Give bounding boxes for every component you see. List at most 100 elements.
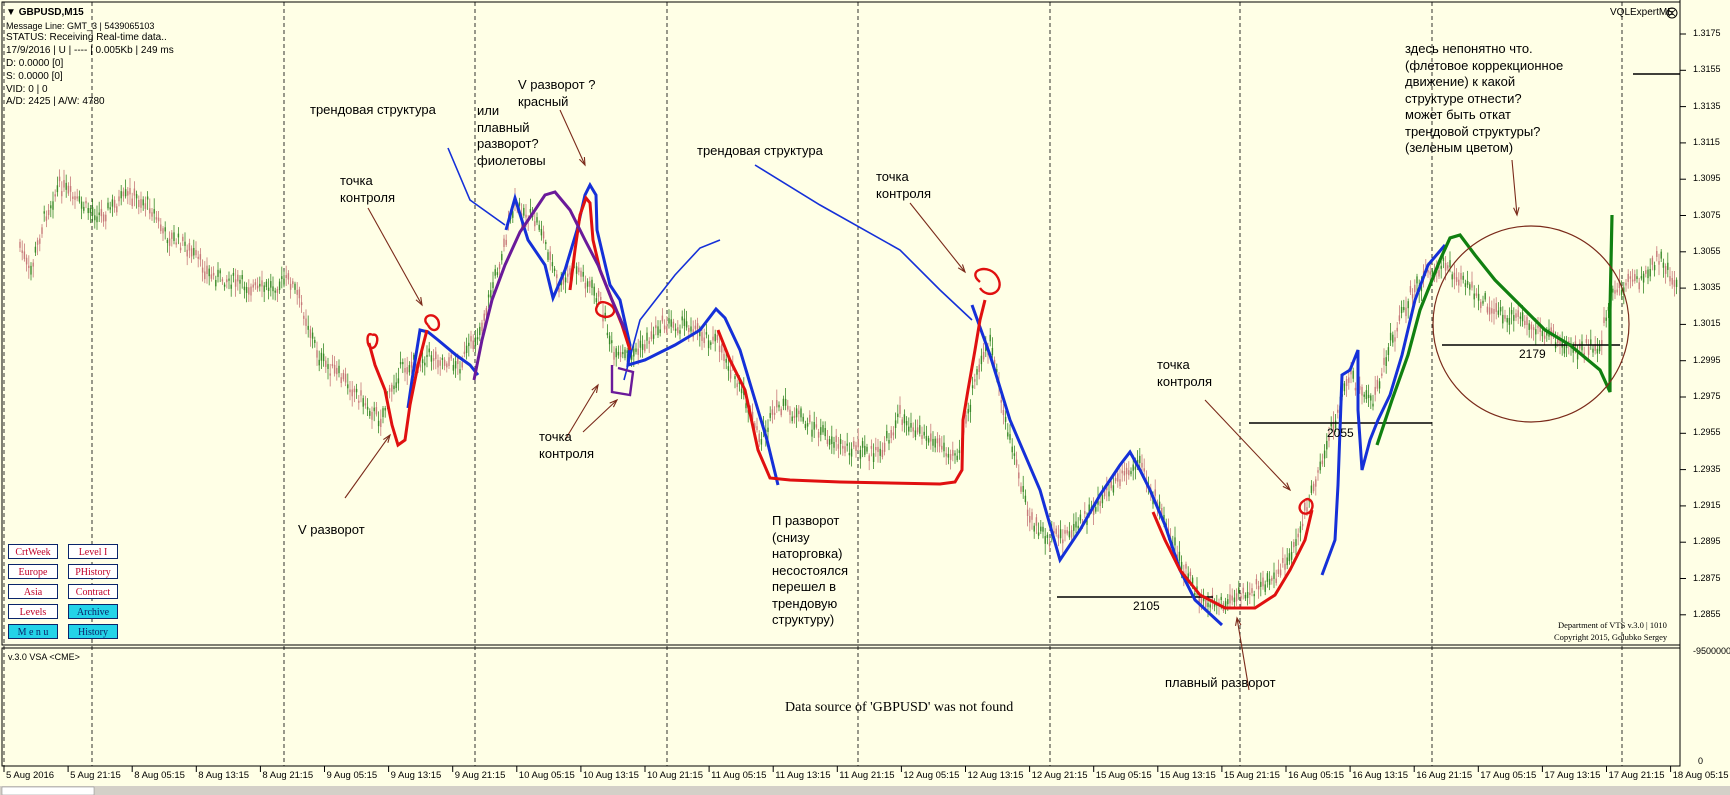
x-tick-label: 15 Aug 05:15	[1095, 770, 1152, 781]
x-tick-label: 12 Aug 21:15	[1031, 770, 1088, 781]
y-tick-label: 1.3115	[1693, 136, 1720, 147]
level-label-2179: 2179	[1519, 347, 1546, 361]
blue-thin-3	[754, 164, 973, 321]
blue-trend-2	[504, 181, 780, 486]
y-tick-label: 1.3075	[1693, 209, 1721, 220]
europe-button[interactable]: Europe	[8, 564, 58, 579]
red-ctrl-3	[595, 300, 616, 319]
candlesticks	[19, 169, 1678, 618]
y-tick-label: 1.2935	[1693, 463, 1721, 474]
y-tick-label: 1.2895	[1693, 536, 1721, 547]
blue-thin-2	[623, 239, 721, 381]
period-separators	[3, 2, 1623, 766]
crtweek-button[interactable]: CrtWeek	[8, 544, 58, 559]
annotation-trend-structure-1: трендовая структура	[310, 102, 436, 117]
annotation-arrows	[344, 109, 1520, 691]
x-tick-label: 5 Aug 21:15	[70, 770, 121, 781]
x-tick-label: 16 Aug 21:15	[1416, 770, 1473, 781]
level-i-button[interactable]: Level I	[68, 544, 118, 559]
history-button[interactable]: History	[68, 624, 118, 639]
y-tick-label: 1.2995	[1693, 354, 1721, 365]
x-tick-label: 12 Aug 13:15	[967, 770, 1024, 781]
annotation-control-point-2: точка контроля	[539, 429, 594, 461]
x-tick-label: 10 Aug 05:15	[518, 770, 575, 781]
x-tick-label: 8 Aug 21:15	[262, 770, 314, 781]
x-tick-label: 9 Aug 21:15	[454, 770, 506, 781]
annotation-v-reversal-question: V разворот ? красный	[518, 77, 596, 109]
levels-button[interactable]: Levels	[8, 604, 58, 619]
y-tick-label: 1.3095	[1693, 173, 1721, 184]
menu-button[interactable]: M e n u	[8, 624, 58, 639]
annotation-smooth-reversal: плавный разворот	[1165, 675, 1276, 690]
blue-thin-1	[447, 147, 506, 226]
close-icon[interactable]	[1666, 7, 1678, 19]
x-tick-label: 10 Aug 21:15	[647, 770, 703, 781]
ad-line: A/D: 2425 | A/W: 4780	[6, 96, 105, 107]
purple-smooth	[472, 190, 627, 381]
asia-button[interactable]: Asia	[8, 584, 58, 599]
y-tick-label: 1.3055	[1693, 245, 1721, 256]
red-smooth-reversal	[1151, 509, 1314, 610]
level-label-2105: 2105	[1133, 599, 1160, 613]
annotation-green-note: здесь непонятно что. (флетовое коррекцио…	[1405, 41, 1564, 155]
contract-button[interactable]: Contract	[68, 584, 118, 599]
y-tick-label: 1.2875	[1693, 572, 1721, 583]
x-tick-label: 15 Aug 21:15	[1223, 770, 1280, 781]
copyright-line-2: Copyright 2015, Golubko Sergey	[1554, 632, 1668, 642]
y-tick-label: 1.3175	[1693, 28, 1721, 38]
red-v-reversal	[367, 329, 429, 448]
x-tick-label: 17 Aug 21:15	[1608, 770, 1665, 781]
annotation-trend-structure-2: трендовая структура	[697, 143, 823, 158]
red-ctrl-1	[366, 332, 379, 350]
blue-trend-3	[970, 304, 1224, 627]
flat-circle	[1432, 225, 1630, 423]
x-tick-label: 18 Aug 05:15	[1672, 770, 1729, 781]
annotation-control-point-3: точка контроля	[876, 169, 931, 201]
phistory-button[interactable]: PHistory	[68, 564, 118, 579]
x-tick-label: 11 Aug 13:15	[775, 770, 831, 781]
y-tick-label: 1.2975	[1693, 391, 1721, 401]
annotation-control-point-1: точка контроля	[340, 173, 395, 205]
annotation-or-smooth: или плавный разворот? фиолетовы	[477, 103, 546, 168]
status-line: STATUS: Receiving Real-time data..	[6, 32, 167, 43]
copyright-line-1: Department of VTS v.3.0 | 1010	[1558, 620, 1667, 630]
subwindow-tick-bottom: 0	[1698, 756, 1704, 766]
x-tick-label: 12 Aug 05:15	[903, 770, 960, 781]
x-tick-label: 17 Aug 13:15	[1544, 770, 1601, 781]
date-line: 17/9/2016 | U | ---- | 0.005Kb | 249 ms	[6, 45, 174, 56]
y-tick-label: 1.2955	[1693, 427, 1721, 438]
indicator-name: VQLExpertME	[1610, 7, 1674, 18]
x-tick-label: 11 Aug 21:15	[839, 770, 895, 781]
annotation-control-point-4: точка контроля	[1157, 357, 1212, 389]
archive-button[interactable]: Archive	[68, 604, 118, 619]
green-correction	[1375, 214, 1614, 446]
y-tick-label: 1.3035	[1693, 282, 1721, 293]
level-label-2055: 2055	[1327, 426, 1354, 440]
x-tick-label: 11 Aug 05:15	[711, 770, 767, 781]
x-tick-label: 17 Aug 05:15	[1480, 770, 1537, 781]
red-ctrl-5	[1298, 497, 1314, 515]
x-tick-label: 8 Aug 13:15	[198, 770, 250, 781]
subwindow-tick-top: -9500000	[1693, 646, 1730, 656]
x-tick-label: 5 Aug 2016	[6, 770, 55, 781]
x-tick-label: 16 Aug 05:15	[1288, 770, 1344, 781]
subwindow-title: v.3.0 VSA <CME>	[8, 652, 80, 662]
x-tick-label: 9 Aug 13:15	[390, 770, 442, 781]
symbol-title: ▼ GBPUSD,M15	[6, 7, 84, 18]
s-line: S: 0.0000 [0]	[6, 71, 63, 82]
red-p-reversal	[716, 299, 987, 486]
red-ctrl-2	[424, 314, 441, 332]
d-line: D: 0.0000 [0]	[6, 58, 64, 69]
x-tick-label: 15 Aug 13:15	[1159, 770, 1216, 781]
x-tick-label: 10 Aug 13:15	[582, 770, 639, 781]
y-tick-label: 1.3015	[1693, 318, 1721, 329]
purple-ctrl	[610, 365, 635, 397]
blue-trend-4	[1320, 244, 1447, 576]
y-tick-label: 1.3155	[1693, 64, 1721, 75]
subwindow-message: Data source of 'GBPUSD' was not found	[785, 700, 1014, 715]
x-tick-label: 9 Aug 05:15	[326, 770, 378, 781]
x-tick-label: 16 Aug 13:15	[1352, 770, 1409, 781]
x-tick-label: 8 Aug 05:15	[134, 770, 185, 781]
